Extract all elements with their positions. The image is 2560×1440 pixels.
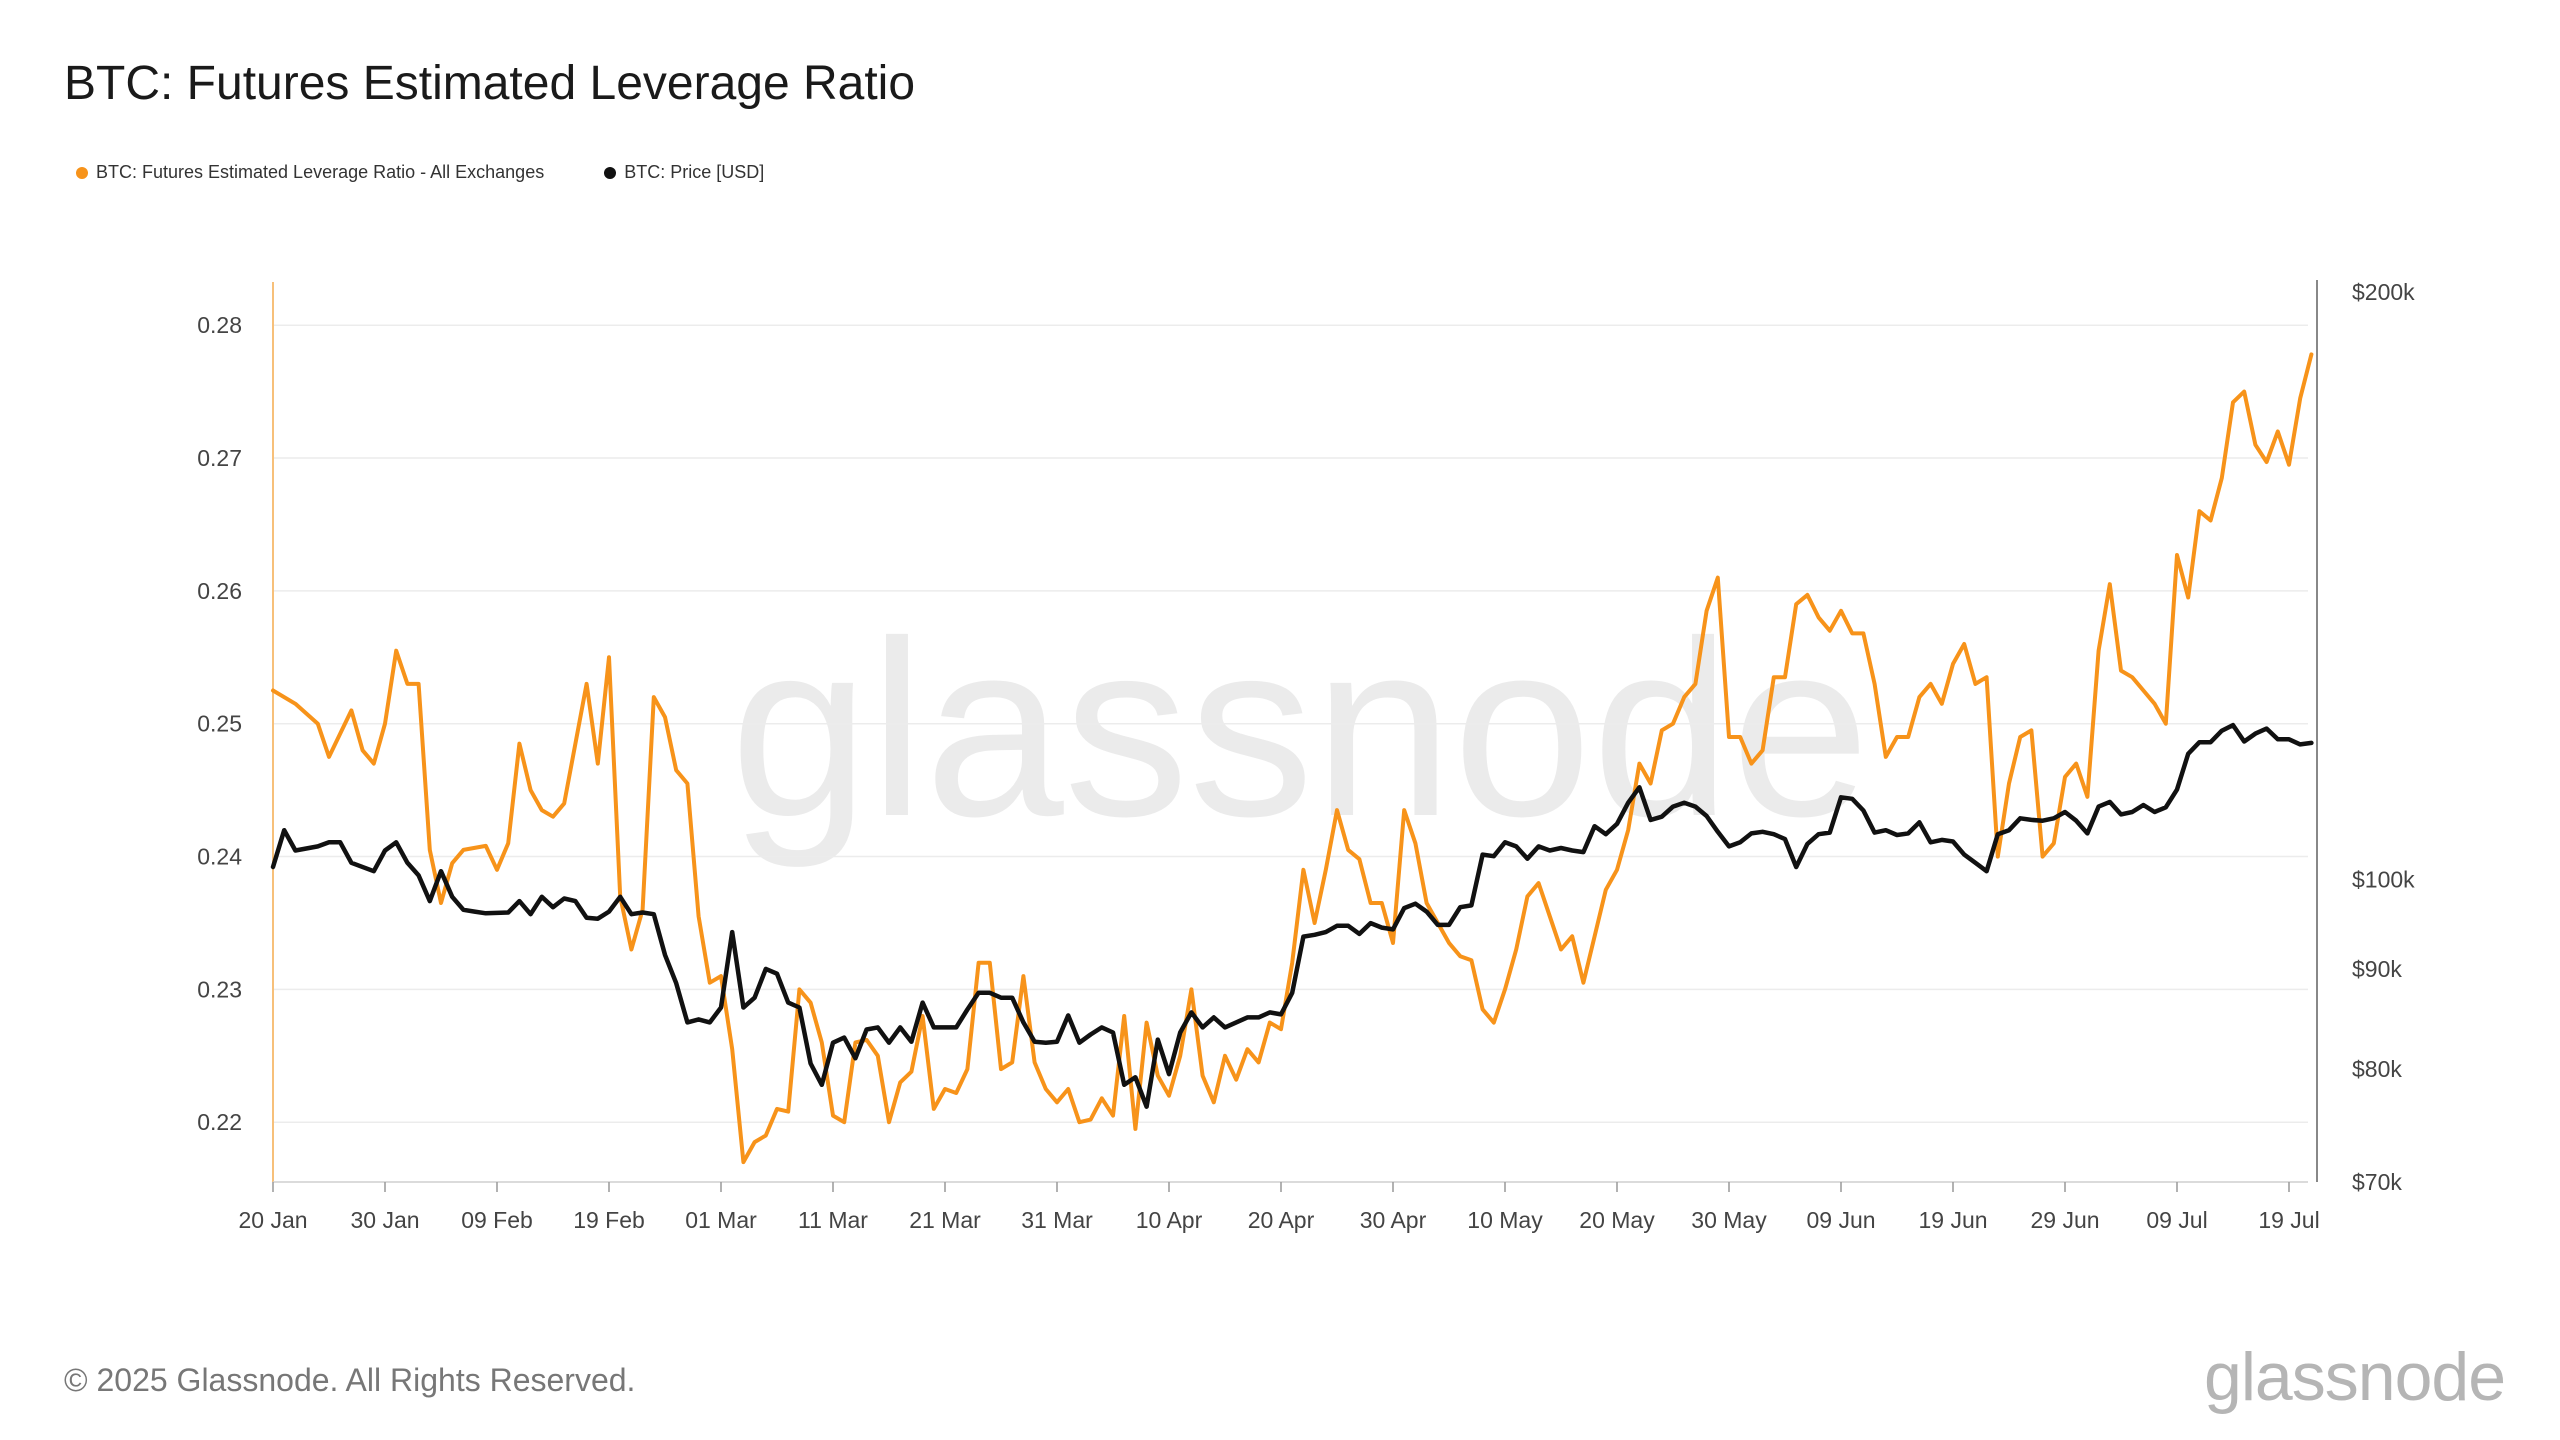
y-left-tick-label: 0.28 <box>197 312 242 338</box>
x-tick-label: 30 May <box>1691 1207 1767 1233</box>
legend-item-price[interactable]: BTC: Price [USD] <box>604 162 764 183</box>
x-tick-label: 20 Apr <box>1248 1207 1315 1233</box>
price-line <box>270 722 2314 1109</box>
y-left-tick-label: 0.22 <box>197 1109 242 1135</box>
x-tick-label: 30 Apr <box>1360 1207 1427 1233</box>
x-tick-label: 01 Mar <box>685 1207 757 1233</box>
legend-label-price: BTC: Price [USD] <box>624 162 765 182</box>
y-right-tick-label: $80k <box>2352 1056 2402 1082</box>
copyright-text: © 2025 Glassnode. All Rights Reserved. <box>64 1362 636 1398</box>
x-tick-label: 31 Mar <box>1021 1207 1093 1233</box>
x-tick-label: 10 Apr <box>1136 1207 1203 1233</box>
x-tick-label: 09 Feb <box>461 1207 533 1233</box>
y-left-tick-label: 0.25 <box>197 711 242 737</box>
glassnode-logo: glassnode <box>2204 1339 2506 1415</box>
x-tick-label: 09 Jun <box>1806 1207 1875 1233</box>
x-tick-label: 30 Jan <box>350 1207 419 1233</box>
legend-marker-price <box>604 166 617 179</box>
x-tick-label: 09 Jul <box>2146 1207 2207 1233</box>
axes: 0.22 0.23 0.24 0.25 0.26 0.27 0.28 $70k $80k $90k… <box>197 279 2415 1233</box>
legend-item-leverage-ratio[interactable]: BTC: Futures Estimated Leverage Ratio - … <box>76 162 544 183</box>
x-tick-label: 10 May <box>1467 1207 1543 1233</box>
y-right-tick-label: $100k <box>2352 867 2415 893</box>
x-tick-label: 21 Mar <box>909 1207 981 1233</box>
leverage-ratio-line <box>271 352 2314 1165</box>
y-left-tick-label: 0.27 <box>197 445 242 471</box>
x-tick-label: 29 Jun <box>2030 1207 2099 1233</box>
x-tick-label: 20 May <box>1579 1207 1655 1233</box>
legend-marker-leverage-ratio <box>76 166 88 179</box>
chart-title: BTC: Futures Estimated Leverage Ratio <box>64 57 916 110</box>
x-tick-label: 19 Feb <box>573 1207 645 1233</box>
x-tick-label: 19 Jun <box>1918 1207 1987 1233</box>
y-left-tick-label: 0.23 <box>197 976 242 1002</box>
legend-label-leverage-ratio: BTC: Futures Estimated Leverage Ratio - … <box>96 162 545 182</box>
y-right-tick-label: $200k <box>2352 279 2415 305</box>
watermark: glassnode <box>730 589 1870 868</box>
x-tick-label: 11 Mar <box>798 1207 868 1233</box>
y-left-tick-label: 0.24 <box>197 844 242 870</box>
y-right-tick-label: $90k <box>2352 956 2402 982</box>
y-left-tick-label: 0.26 <box>197 578 242 604</box>
y-right-tick-label: $70k <box>2352 1169 2402 1195</box>
series-group <box>270 352 2314 1165</box>
x-tick-label: 20 Jan <box>238 1207 307 1233</box>
legend: BTC: Futures Estimated Leverage Ratio - … <box>76 162 764 183</box>
x-tick-label: 19 Jul <box>2258 1207 2319 1233</box>
